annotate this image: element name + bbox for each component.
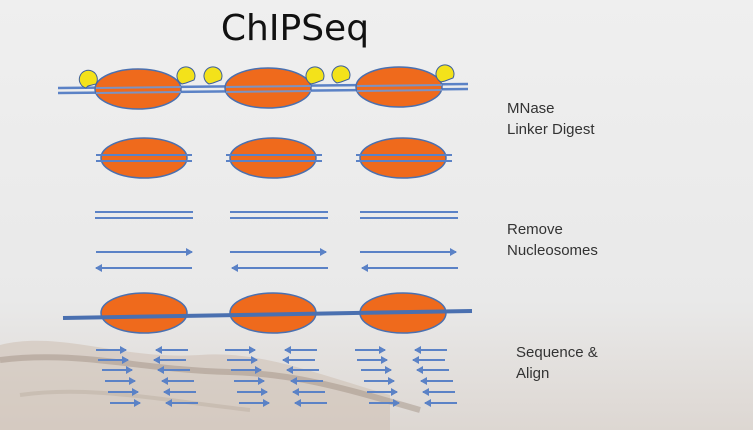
step-label-mnase: MNase Linker Digest bbox=[507, 98, 595, 140]
nucleosome bbox=[100, 137, 188, 179]
bound-protein bbox=[176, 66, 196, 85]
bound-protein bbox=[435, 64, 455, 83]
step-label-line: Nucleosomes bbox=[507, 242, 598, 259]
step-label-line: Remove bbox=[507, 221, 563, 238]
step-label-line: Linker Digest bbox=[507, 121, 595, 138]
nucleosome bbox=[229, 137, 317, 179]
bound-protein bbox=[78, 69, 98, 89]
bound-protein bbox=[305, 66, 325, 85]
nucleosome bbox=[359, 137, 447, 179]
step-label-line: MNase bbox=[507, 100, 555, 117]
nucleosome bbox=[224, 67, 312, 109]
bound-protein bbox=[203, 66, 223, 85]
separated-strands-row bbox=[95, 248, 458, 272]
reference-genome-row bbox=[62, 292, 473, 334]
diagram-title: ChIPSeq bbox=[220, 8, 370, 49]
step-label-sequence: Sequence & Align bbox=[516, 342, 598, 384]
reference-line bbox=[62, 309, 473, 320]
nucleosome bbox=[355, 66, 443, 108]
chromatin-row bbox=[57, 64, 469, 110]
digested-nucleosomes-row bbox=[96, 137, 452, 179]
naked-dna-row bbox=[95, 211, 458, 219]
nucleosome bbox=[94, 68, 182, 110]
bound-protein bbox=[331, 65, 351, 84]
step-label-line: Sequence & bbox=[516, 344, 598, 361]
aligned-reads-group bbox=[96, 346, 457, 407]
step-label-remove: Remove Nucleosomes bbox=[507, 219, 598, 261]
nucleosome bbox=[100, 292, 188, 334]
step-label-line: Align bbox=[516, 365, 550, 382]
